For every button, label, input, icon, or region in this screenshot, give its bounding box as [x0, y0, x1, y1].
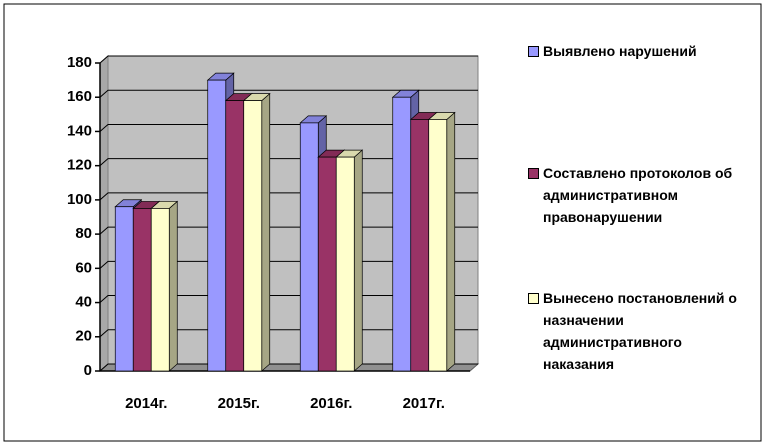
x-tick-label: 2014г.	[125, 395, 167, 412]
bar-top-shade	[151, 201, 178, 209]
y-tick-label: 40	[75, 294, 92, 311]
bar-top-shade	[300, 115, 327, 123]
y-tick-label: 120	[67, 157, 92, 174]
bar	[132, 208, 152, 372]
legend-label: Выявлено нарушений	[543, 43, 697, 59]
y-tick-label: 140	[67, 122, 92, 139]
bar-side-shade	[354, 150, 363, 371]
y-tick-label: 60	[75, 259, 92, 276]
bar	[243, 100, 263, 372]
bar	[335, 156, 355, 372]
legend-label: Составлено протоколов об административно…	[543, 165, 733, 225]
bar-top-shade	[428, 112, 455, 120]
bar-top-shade	[115, 199, 142, 207]
grid-line	[99, 123, 478, 132]
legend-label: Вынесено постановлений о назначении адми…	[543, 290, 737, 372]
bar	[392, 96, 412, 372]
side-wall	[99, 54, 109, 373]
x-tick-label: 2015г.	[218, 395, 260, 412]
bar-side-shade	[169, 201, 178, 371]
y-tick-label: 160	[67, 88, 92, 105]
bar-side-shade	[261, 93, 270, 372]
bar	[150, 208, 170, 372]
y-tick-label: 180	[67, 54, 92, 71]
legend-swatch	[528, 46, 539, 57]
bar	[428, 119, 448, 372]
bar-side-shade	[446, 112, 455, 371]
bar	[410, 119, 430, 372]
legend-item: Выявлено нарушений	[528, 40, 753, 62]
bar	[207, 79, 227, 372]
grid-line	[99, 55, 478, 64]
bar-top-shade	[207, 73, 234, 81]
bar	[317, 156, 337, 372]
x-tick-label: 2016г.	[310, 395, 352, 412]
bar-top-shade	[392, 90, 419, 98]
legend-swatch	[528, 293, 539, 304]
bar	[299, 122, 319, 372]
bar	[225, 100, 245, 372]
legend-swatch	[528, 168, 539, 179]
y-tick-label: 100	[67, 191, 92, 208]
legend-item: Составлено протоколов об административно…	[528, 162, 753, 228]
bar-top-shade	[336, 150, 363, 158]
x-tick-label: 2017г.	[403, 395, 445, 412]
bar-top-shade	[243, 93, 270, 101]
y-tick-label: 20	[75, 328, 92, 345]
grid-line	[99, 89, 478, 98]
y-tick-label: 80	[75, 225, 92, 242]
y-tick-label: 0	[84, 362, 92, 379]
bar	[114, 206, 134, 372]
legend-item: Вынесено постановлений о назначении адми…	[528, 287, 753, 375]
